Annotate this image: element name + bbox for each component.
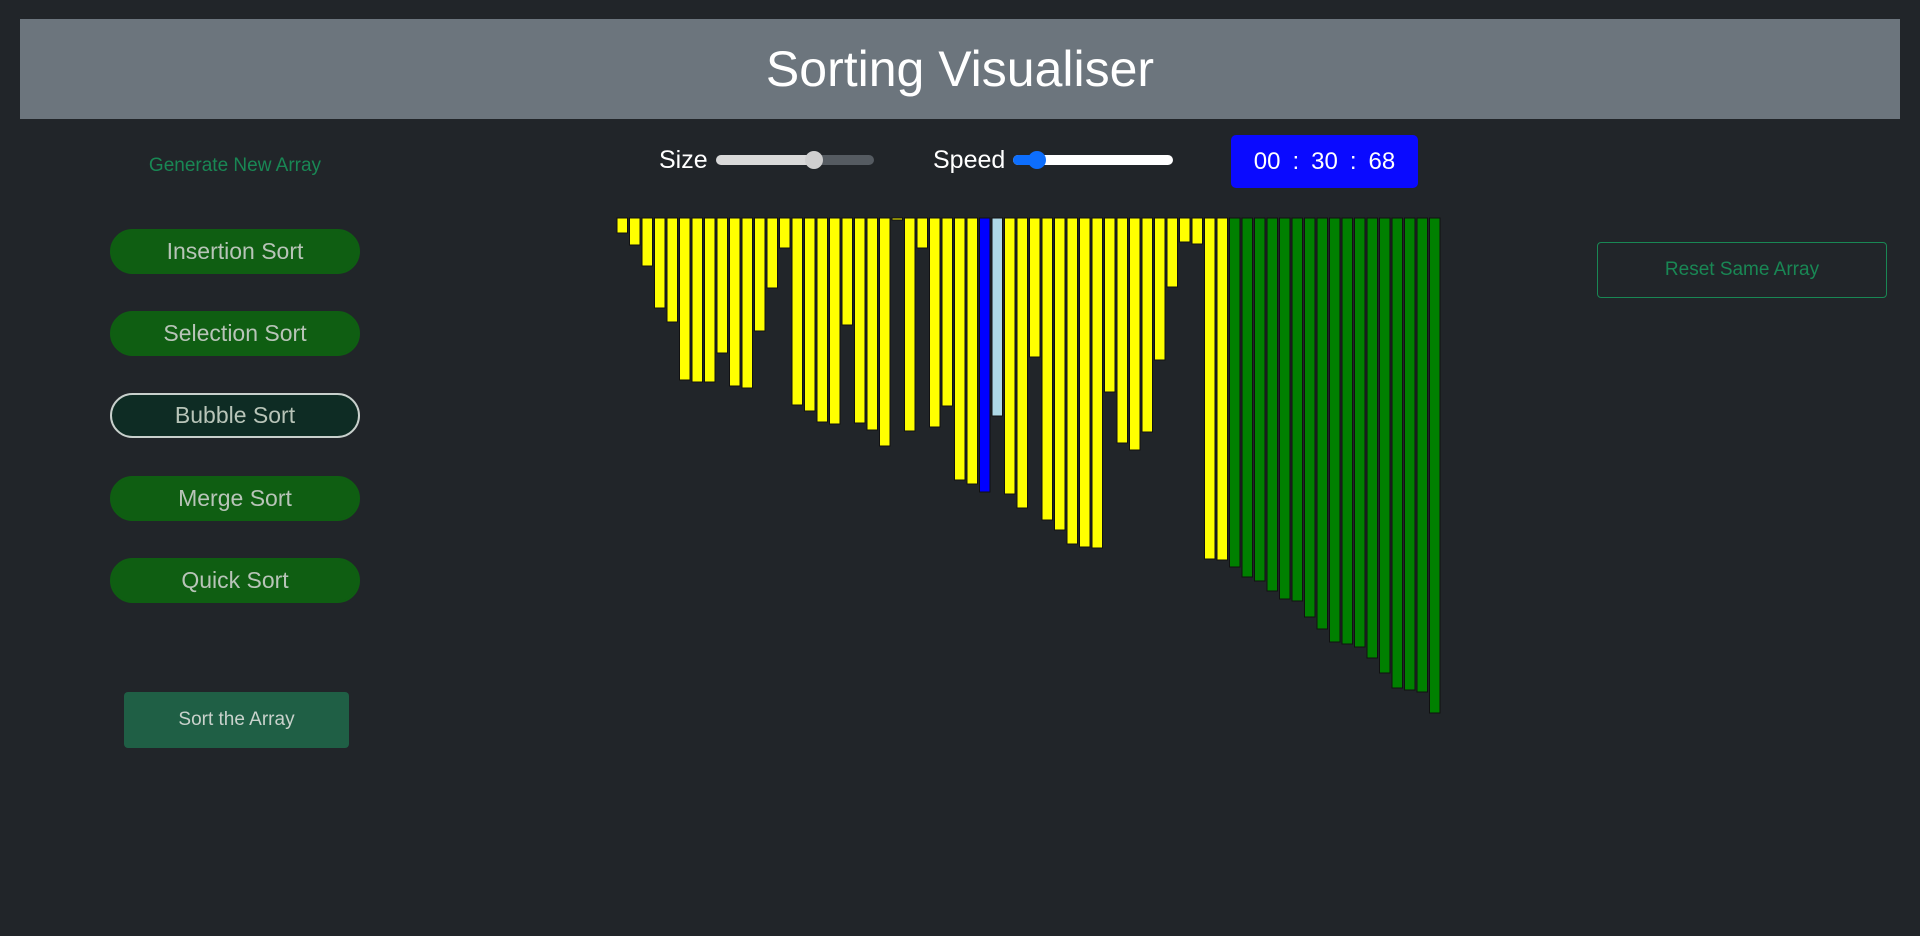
size-slider-handle[interactable]	[804, 151, 823, 169]
array-bar	[1216, 217, 1228, 561]
bubble-sort-button[interactable]: Bubble Sort	[110, 393, 360, 438]
array-bar	[1341, 217, 1353, 645]
reset-same-array-button[interactable]: Reset Same Array	[1597, 242, 1887, 298]
array-bar	[1191, 217, 1203, 245]
array-bar	[654, 217, 666, 309]
array-bar	[1129, 217, 1141, 451]
array-bar	[641, 217, 653, 267]
array-bar	[1291, 217, 1303, 602]
array-bar	[979, 217, 991, 493]
array-bar	[1204, 217, 1216, 560]
array-bar	[866, 217, 878, 431]
array-bar	[679, 217, 691, 381]
array-bar	[1229, 217, 1241, 568]
array-bar	[1041, 217, 1053, 521]
timer-centiseconds: 68	[1368, 147, 1396, 175]
timer-separator: :	[1349, 147, 1357, 175]
array-bar	[829, 217, 841, 425]
array-bar	[904, 217, 916, 432]
array-bar	[804, 217, 816, 412]
array-bar	[1179, 217, 1191, 243]
array-bar	[1116, 217, 1128, 444]
array-bar	[1404, 217, 1416, 691]
array-bar	[1166, 217, 1178, 288]
array-bar	[879, 217, 891, 447]
timer-seconds: 30	[1311, 147, 1338, 175]
quick-sort-button[interactable]: Quick Sort	[110, 558, 360, 603]
array-bar	[1416, 217, 1428, 693]
timer-minutes: 00	[1253, 147, 1281, 175]
array-bar	[929, 217, 941, 428]
timer-separator: :	[1292, 147, 1300, 175]
array-bar	[716, 217, 728, 354]
array-bar	[941, 217, 953, 407]
speed-slider-fill	[1013, 155, 1037, 165]
array-bar	[1266, 217, 1278, 592]
array-bar	[729, 217, 741, 387]
array-bar	[1091, 217, 1103, 549]
array-bar	[741, 217, 753, 389]
array-bar	[1304, 217, 1316, 618]
speed-slider[interactable]	[1013, 151, 1173, 169]
array-bar	[1141, 217, 1153, 433]
size-label: Size	[659, 146, 708, 174]
merge-sort-button[interactable]: Merge Sort	[110, 476, 360, 521]
array-bar	[1254, 217, 1266, 582]
array-bar	[754, 217, 766, 332]
array-bar	[1354, 217, 1366, 648]
array-bar	[1079, 217, 1091, 548]
array-bar	[1066, 217, 1078, 545]
array-bar	[1054, 217, 1066, 531]
array-bar	[1366, 217, 1378, 659]
insertion-sort-button[interactable]: Insertion Sort	[110, 229, 360, 274]
app-header: Sorting Visualiser	[20, 19, 1900, 119]
sort-array-button[interactable]: Sort the Array	[124, 692, 349, 748]
array-bar	[1279, 217, 1291, 600]
size-slider[interactable]	[716, 151, 874, 169]
array-bar	[841, 217, 853, 326]
array-bar	[616, 217, 628, 234]
array-bar	[1316, 217, 1328, 630]
array-bar	[629, 217, 641, 246]
array-bar	[1104, 217, 1116, 393]
array-bar	[854, 217, 866, 424]
speed-slider-handle[interactable]	[1028, 151, 1046, 169]
array-bar	[1154, 217, 1166, 361]
array-bar	[1241, 217, 1253, 578]
array-bar	[954, 217, 966, 481]
array-bar	[1391, 217, 1403, 689]
array-bar	[1004, 217, 1016, 495]
array-bar	[816, 217, 828, 423]
array-bar	[1016, 217, 1028, 509]
size-slider-fill	[716, 155, 814, 165]
array-bar	[891, 217, 903, 221]
array-bar	[1379, 217, 1391, 674]
array-bar	[916, 217, 928, 249]
array-bar	[666, 217, 678, 323]
array-bar	[1329, 217, 1341, 643]
array-bar	[704, 217, 716, 383]
page-title: Sorting Visualiser	[765, 41, 1155, 97]
array-bar	[766, 217, 778, 289]
array-bar	[1029, 217, 1041, 358]
array-bar	[991, 217, 1003, 417]
array-bar	[1429, 217, 1441, 714]
array-bar	[779, 217, 791, 249]
generate-new-array-button[interactable]: Generate New Array	[148, 155, 322, 176]
selection-sort-button[interactable]: Selection Sort	[110, 311, 360, 356]
array-bar	[791, 217, 803, 406]
timer-display: 00 : 30 : 68	[1231, 135, 1418, 188]
speed-label: Speed	[933, 146, 1006, 174]
array-bar	[691, 217, 703, 383]
array-bar	[966, 217, 978, 485]
